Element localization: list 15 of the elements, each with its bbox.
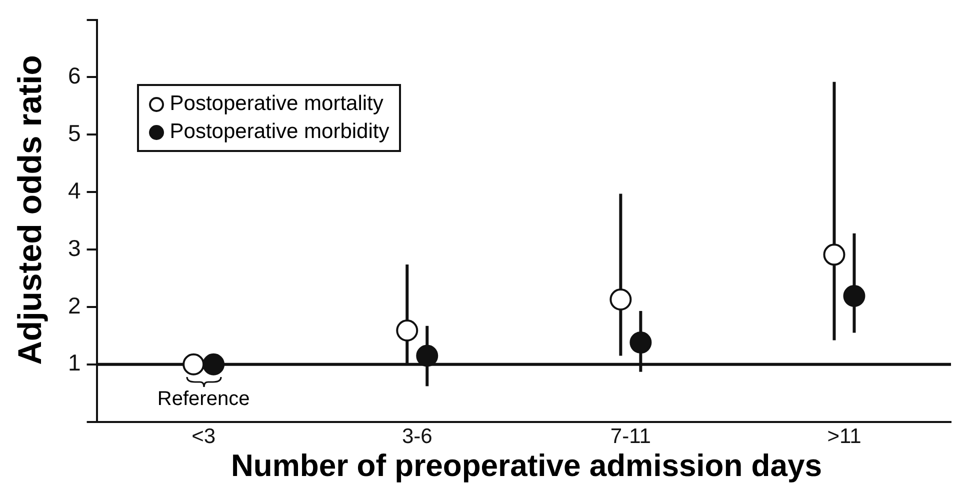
x-tick-label: 7-11 bbox=[610, 425, 651, 448]
legend-label: Postoperative morbidity bbox=[170, 119, 390, 146]
annotation: Reference bbox=[157, 388, 250, 412]
x-tick-label: <3 bbox=[192, 425, 216, 448]
y-tick-label: 5 bbox=[68, 120, 81, 146]
x-tick-label: >11 bbox=[827, 425, 862, 448]
y-tick-label: 6 bbox=[68, 62, 81, 89]
x-axis-title: Number of preoperative admission days bbox=[230, 448, 823, 484]
x-tick-label: 3-6 bbox=[402, 425, 432, 448]
y-tick-label: 1 bbox=[68, 350, 81, 376]
y-axis-title: Adjusted odds ratio bbox=[11, 55, 49, 365]
legend-label: Postoperative mortality bbox=[170, 91, 384, 118]
y-tick-label: 4 bbox=[68, 177, 81, 204]
y-tick-label: 2 bbox=[68, 292, 81, 318]
y-tick-label: 3 bbox=[68, 234, 81, 261]
